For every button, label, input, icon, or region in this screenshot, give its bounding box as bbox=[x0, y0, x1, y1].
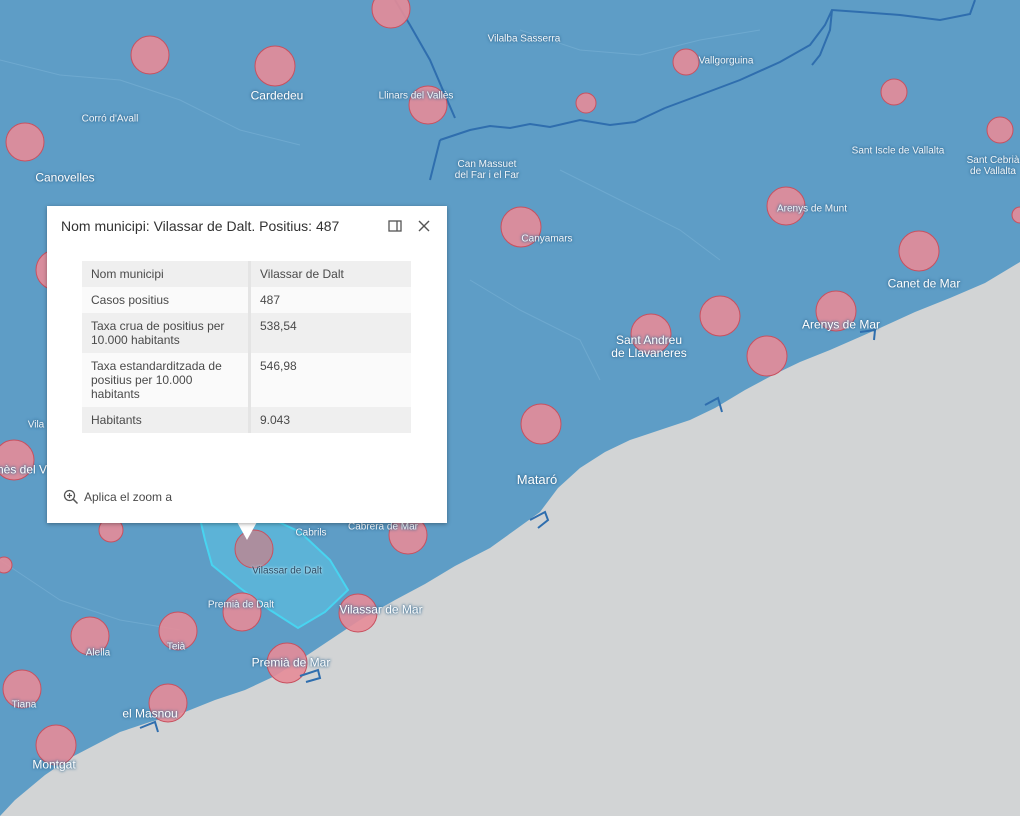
municipality-circle[interactable] bbox=[1011, 206, 1020, 224]
zoom-to-button[interactable]: Aplica el zoom a bbox=[63, 489, 172, 505]
attr-value: Vilassar de Dalt bbox=[249, 261, 411, 287]
municipality-circle[interactable] bbox=[672, 48, 700, 76]
municipality-circle[interactable] bbox=[746, 335, 788, 377]
municipality-circle[interactable] bbox=[2, 669, 42, 709]
table-row: Taxa crua de positius per 10.000 habitan… bbox=[82, 313, 411, 353]
place-label: Canet de Mar bbox=[887, 276, 961, 291]
attr-key: Taxa crua de positius per 10.000 habitan… bbox=[82, 313, 251, 353]
place-label: Sant Andreu de Llavaneres bbox=[611, 332, 687, 360]
coast-pier bbox=[859, 328, 877, 341]
municipality-circle[interactable] bbox=[70, 616, 110, 656]
place-label: Mataró bbox=[516, 471, 558, 487]
place-label: Canovelles bbox=[35, 170, 95, 185]
place-label: Cardedeu bbox=[250, 88, 304, 103]
attr-key: Nom municipi bbox=[82, 261, 251, 287]
place-label: Corró d'Avall bbox=[81, 113, 139, 125]
municipality-circle[interactable] bbox=[222, 592, 262, 632]
close-icon bbox=[418, 220, 430, 232]
place-label: Can Massuet del Far i el Far bbox=[454, 159, 520, 181]
municipality-circle[interactable] bbox=[766, 186, 806, 226]
attr-key: Casos positius bbox=[82, 287, 251, 313]
place-label: Cabrera de Mar bbox=[347, 521, 419, 533]
municipality-circle[interactable] bbox=[371, 0, 411, 29]
coast-pier bbox=[299, 668, 322, 683]
attr-value: 546,98 bbox=[249, 353, 411, 407]
land-texture bbox=[0, 29, 761, 631]
municipality-circle[interactable] bbox=[500, 206, 542, 248]
table-row: Taxa estandarditzada de positius per 10.… bbox=[82, 353, 411, 407]
zoom-in-icon bbox=[63, 489, 79, 505]
attribute-table: Nom municipi Vilassar de Dalt Casos posi… bbox=[82, 261, 411, 433]
place-label: Arenys de Munt bbox=[776, 203, 848, 215]
municipality-circle[interactable] bbox=[158, 611, 198, 651]
place-label: Vilassar de Mar bbox=[339, 602, 423, 617]
place-label: Vallgorguina bbox=[698, 55, 754, 67]
place-label: Sant Cebrià de Vallalta bbox=[966, 155, 1020, 177]
place-label: el Masnou bbox=[122, 706, 178, 721]
close-button[interactable] bbox=[416, 218, 432, 234]
place-label: Alella bbox=[85, 647, 111, 659]
place-label: Arenys de Mar bbox=[801, 317, 881, 332]
municipality-circle[interactable] bbox=[986, 116, 1014, 144]
place-label: Tiana bbox=[11, 699, 37, 711]
municipality-circle[interactable] bbox=[898, 230, 940, 272]
municipality-circle[interactable] bbox=[266, 642, 308, 684]
municipality-circle[interactable] bbox=[699, 295, 741, 337]
municipality-circle[interactable] bbox=[0, 439, 35, 481]
municipality-circle[interactable] bbox=[880, 78, 908, 106]
feature-popup: Nom municipi: Vilassar de Dalt. Positius… bbox=[47, 206, 447, 523]
coast-pier bbox=[529, 510, 550, 529]
municipality-circle[interactable] bbox=[130, 35, 170, 75]
popup-title: Nom municipi: Vilassar de Dalt. Positius… bbox=[61, 218, 340, 234]
place-label: Vila bbox=[27, 419, 45, 431]
municipality-circle[interactable] bbox=[148, 683, 188, 723]
zoom-to-label: Aplica el zoom a bbox=[84, 490, 173, 504]
place-label: Cabrils bbox=[295, 527, 327, 539]
place-label: Premià de Mar bbox=[251, 655, 331, 670]
table-row: Nom municipi Vilassar de Dalt bbox=[82, 261, 411, 287]
table-row: Casos positius 487 bbox=[82, 287, 411, 313]
place-label: Vilalba Sasserra bbox=[487, 33, 561, 45]
place-label: Sant Iscle de Vallalta bbox=[851, 145, 945, 157]
vilassar-de-dalt-highlight[interactable] bbox=[196, 508, 350, 630]
table-row: Habitants 9.043 bbox=[82, 407, 411, 433]
municipality-circle[interactable] bbox=[338, 593, 378, 633]
municipality-circle[interactable] bbox=[408, 85, 448, 125]
dock-button[interactable] bbox=[387, 218, 403, 234]
municipality-circle[interactable] bbox=[575, 92, 597, 114]
place-label: Vilassar de Dalt bbox=[252, 565, 322, 577]
attr-key: Habitants bbox=[82, 407, 251, 433]
municipality-circle[interactable] bbox=[35, 724, 77, 766]
popup-pointer bbox=[237, 522, 257, 540]
attr-key: Taxa estandarditzada de positius per 10.… bbox=[82, 353, 251, 407]
municipality-circle[interactable] bbox=[815, 290, 857, 332]
municipality-circle[interactable] bbox=[630, 313, 672, 355]
attr-value: 9.043 bbox=[249, 407, 411, 433]
coast-pier bbox=[704, 396, 723, 413]
place-label: Premià de Dalt bbox=[207, 599, 275, 611]
municipality-circle[interactable] bbox=[254, 45, 296, 87]
positives-circles-layer bbox=[0, 0, 1020, 766]
municipality-circle[interactable] bbox=[520, 403, 562, 445]
attr-value: 538,54 bbox=[249, 313, 411, 353]
dock-icon bbox=[388, 220, 402, 232]
place-label: Canyamars bbox=[521, 233, 573, 245]
place-label: Teià bbox=[166, 641, 186, 653]
municipality-circle[interactable] bbox=[0, 556, 13, 574]
attr-value: 487 bbox=[249, 287, 411, 313]
coast-pier bbox=[139, 720, 159, 733]
place-label: Montgat bbox=[32, 757, 76, 772]
place-label: Llinars del Vallès bbox=[378, 90, 454, 102]
place-label: rnès del V bbox=[0, 462, 48, 477]
municipality-circle[interactable] bbox=[5, 122, 45, 162]
